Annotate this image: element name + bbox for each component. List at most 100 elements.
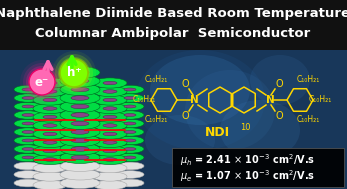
Ellipse shape — [116, 145, 144, 153]
Text: O: O — [275, 111, 283, 121]
Ellipse shape — [150, 55, 250, 125]
Circle shape — [60, 59, 88, 87]
Ellipse shape — [60, 169, 100, 180]
Ellipse shape — [14, 162, 42, 170]
Ellipse shape — [116, 179, 144, 187]
Ellipse shape — [93, 137, 127, 148]
Ellipse shape — [71, 70, 89, 75]
Ellipse shape — [93, 86, 127, 97]
Ellipse shape — [33, 146, 67, 156]
Text: 10: 10 — [240, 123, 251, 132]
Ellipse shape — [33, 163, 67, 173]
Ellipse shape — [93, 120, 127, 131]
Ellipse shape — [43, 149, 57, 153]
Ellipse shape — [60, 67, 100, 78]
Ellipse shape — [116, 136, 144, 145]
Ellipse shape — [60, 135, 100, 146]
Ellipse shape — [124, 147, 136, 150]
Ellipse shape — [185, 70, 275, 150]
Ellipse shape — [22, 122, 34, 125]
Ellipse shape — [135, 50, 265, 150]
Ellipse shape — [124, 97, 136, 99]
Ellipse shape — [124, 139, 136, 142]
Ellipse shape — [22, 97, 34, 99]
Text: C₁₀H₂₁: C₁₀H₂₁ — [144, 115, 168, 125]
Ellipse shape — [250, 55, 310, 105]
Text: N: N — [189, 95, 198, 105]
Ellipse shape — [93, 180, 127, 189]
Ellipse shape — [93, 146, 127, 156]
Ellipse shape — [14, 171, 42, 178]
Ellipse shape — [43, 81, 57, 85]
Ellipse shape — [33, 103, 67, 114]
Ellipse shape — [220, 100, 300, 160]
Ellipse shape — [60, 109, 100, 121]
Ellipse shape — [22, 130, 34, 133]
Ellipse shape — [22, 114, 34, 116]
Ellipse shape — [93, 78, 127, 88]
Ellipse shape — [43, 107, 57, 110]
Ellipse shape — [103, 98, 117, 102]
Ellipse shape — [124, 88, 136, 91]
Ellipse shape — [14, 119, 42, 128]
Ellipse shape — [71, 121, 89, 126]
Circle shape — [26, 66, 58, 98]
Text: $\mu_e$ = 1.07 $\times$ 10$^{-3}$ cm$^2$/V.s: $\mu_e$ = 1.07 $\times$ 10$^{-3}$ cm$^2$… — [180, 168, 315, 184]
Ellipse shape — [71, 96, 89, 100]
Ellipse shape — [103, 149, 117, 153]
Ellipse shape — [14, 94, 42, 102]
Text: NDI: NDI — [205, 125, 230, 139]
Ellipse shape — [33, 78, 67, 88]
Ellipse shape — [33, 129, 67, 139]
Ellipse shape — [71, 155, 89, 160]
Ellipse shape — [43, 158, 57, 161]
Ellipse shape — [116, 128, 144, 136]
Text: C₁₀H₂₁: C₁₀H₂₁ — [296, 75, 320, 84]
Ellipse shape — [33, 137, 67, 148]
Ellipse shape — [33, 172, 67, 181]
Ellipse shape — [93, 95, 127, 105]
Ellipse shape — [33, 180, 67, 189]
Ellipse shape — [43, 141, 57, 144]
Ellipse shape — [14, 136, 42, 145]
Ellipse shape — [93, 103, 127, 114]
Circle shape — [20, 60, 64, 104]
Ellipse shape — [71, 87, 89, 92]
Text: C₁₀H₂₁: C₁₀H₂₁ — [296, 115, 320, 125]
Ellipse shape — [93, 172, 127, 181]
Ellipse shape — [22, 147, 34, 150]
Ellipse shape — [60, 92, 100, 104]
Text: $\mu_h$ = 2.41 $\times$ 10$^{-3}$ cm$^2$/V.s: $\mu_h$ = 2.41 $\times$ 10$^{-3}$ cm$^2$… — [180, 152, 315, 168]
Ellipse shape — [116, 119, 144, 128]
Ellipse shape — [14, 111, 42, 119]
Ellipse shape — [103, 81, 117, 85]
Ellipse shape — [14, 145, 42, 153]
Ellipse shape — [103, 107, 117, 110]
Ellipse shape — [60, 84, 100, 95]
Text: O: O — [181, 111, 189, 121]
Ellipse shape — [103, 115, 117, 119]
Ellipse shape — [116, 153, 144, 162]
Circle shape — [52, 51, 96, 95]
Ellipse shape — [60, 177, 100, 188]
Ellipse shape — [124, 156, 136, 159]
Ellipse shape — [103, 141, 117, 144]
Ellipse shape — [103, 158, 117, 161]
Ellipse shape — [43, 90, 57, 93]
Ellipse shape — [93, 129, 127, 139]
Ellipse shape — [124, 130, 136, 133]
Ellipse shape — [14, 85, 42, 94]
Text: e⁻: e⁻ — [35, 75, 49, 88]
Ellipse shape — [43, 115, 57, 119]
Circle shape — [55, 54, 93, 92]
Text: Columnar Ambipolar  Semiconductor: Columnar Ambipolar Semiconductor — [35, 28, 311, 40]
Ellipse shape — [33, 95, 67, 105]
Ellipse shape — [43, 132, 57, 136]
Ellipse shape — [14, 179, 42, 187]
Ellipse shape — [93, 112, 127, 122]
Ellipse shape — [103, 124, 117, 127]
Circle shape — [29, 69, 55, 95]
Ellipse shape — [71, 79, 89, 83]
Text: C₁₀H₂₁: C₁₀H₂₁ — [132, 95, 155, 105]
Ellipse shape — [71, 113, 89, 117]
